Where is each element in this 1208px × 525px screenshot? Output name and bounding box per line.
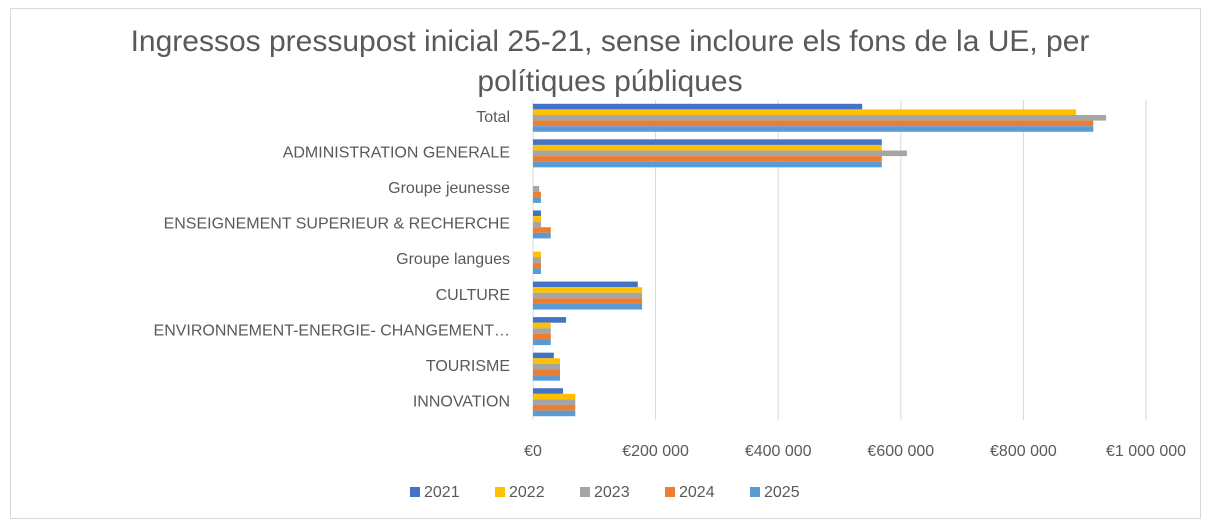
y-tick-label: INNOVATION [413,393,510,410]
bar [533,375,560,381]
chart-title: Ingressos pressupost inicial 25-21, sens… [130,25,1090,98]
bar [533,227,551,233]
legend-label: 2022 [509,484,545,501]
y-tick-label: ENSEIGNEMENT SUPERIEUR & RECHERCHE [164,216,510,233]
y-tick-label: CULTURE [436,287,510,304]
bar [533,144,882,151]
bar [533,281,638,288]
bar [533,232,551,239]
x-tick-label: €0 [524,443,542,460]
legend-swatch [665,487,675,497]
y-tick-label: ADMINISTRATION GENERALE [283,145,510,162]
bar [533,399,576,406]
legend-label: 2025 [764,484,800,501]
y-tick-label: ENVIRONNEMENT-ENERGIE- CHANGEMENT… [154,322,510,339]
bar [533,156,882,162]
bar [533,126,1094,132]
x-tick-label: €800 000 [990,443,1057,460]
bar [533,322,551,329]
legend-swatch [580,487,590,497]
bar [533,161,882,168]
chart-border [10,8,1201,519]
x-tick-label: €600 000 [867,443,934,460]
bar [533,317,567,323]
bar [533,410,576,417]
bar [533,352,554,359]
legend-swatch [495,487,505,497]
bar [533,268,541,274]
y-tick-label: Groupe jeunesse [388,180,510,197]
bar [533,405,576,411]
bar [533,120,1094,127]
bar [533,150,907,157]
bar [533,262,541,269]
bar [533,191,541,198]
x-tick-label: €1 000 000 [1106,443,1186,460]
bar [533,303,643,310]
y-tick-label: Total [476,109,510,126]
bar [533,210,541,217]
x-tick-label: €400 000 [745,443,812,460]
bar [533,186,540,192]
bar [533,257,541,263]
x-tick-label: €200 000 [622,443,689,460]
bar [533,298,643,304]
bar [533,333,551,340]
bar [533,197,541,203]
bar [533,369,560,376]
legend-swatch [750,487,760,497]
legend-label: 2021 [424,484,460,501]
bar [533,114,1107,121]
bar [533,363,560,370]
y-tick-label: TOURISME [426,358,510,375]
bar [533,109,1077,115]
bar [533,139,882,145]
bar [533,358,560,364]
bar [533,287,643,293]
y-tick-label: Groupe langues [396,251,510,268]
bar [533,328,551,334]
bar [533,251,541,258]
legend-swatch [410,487,420,497]
bar [533,103,863,110]
legend-label: 2024 [679,484,715,501]
bar [533,388,564,394]
bar [533,393,576,400]
bar [533,221,541,228]
bar [533,339,551,346]
bar [533,216,541,222]
bar [533,292,643,299]
legend-label: 2023 [594,484,630,501]
